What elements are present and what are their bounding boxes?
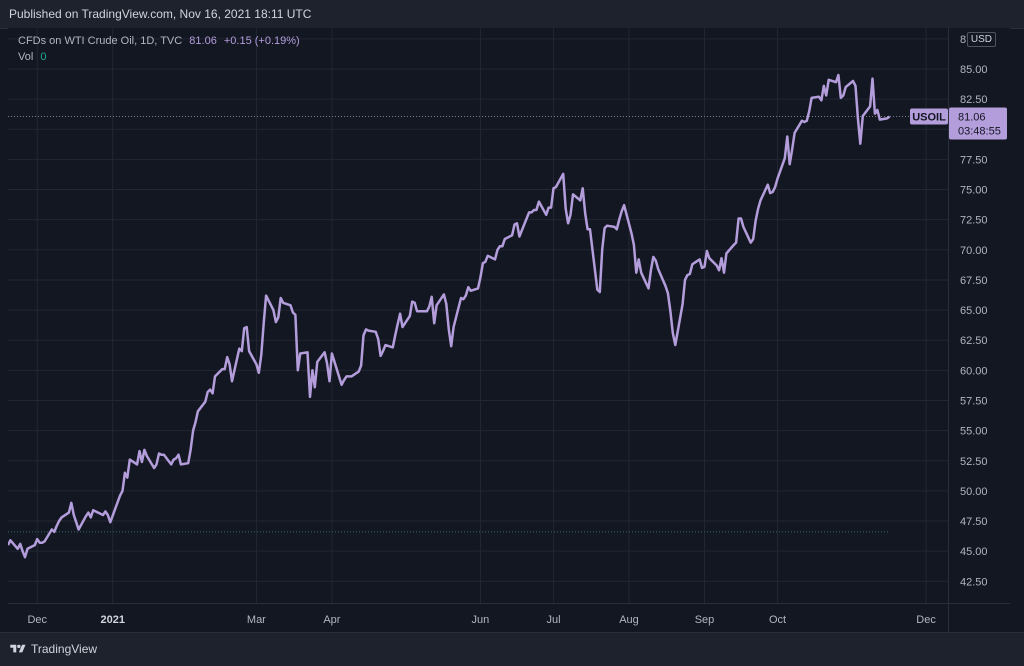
y-tick-label: 52.50 [960,456,988,468]
x-tick-label: Oct [769,614,786,626]
x-tick-label: Apr [323,614,340,626]
y-tick-label: 82.50 [960,94,988,106]
x-tick-label: Mar [247,614,266,626]
x-tick-label: Sep [695,614,715,626]
symbol-tag-text: USOIL [912,111,946,123]
published-caption: Published on TradingView.com, Nov 16, 20… [9,7,312,21]
top-bar: Published on TradingView.com, Nov 16, 20… [0,0,1024,29]
y-tick-label: 77.50 [960,154,988,166]
y-tick-label: 85.00 [960,64,988,76]
x-tick-label: Aug [619,614,639,626]
brand-name: TradingView [31,642,98,656]
legend-volume-label: Vol [18,51,34,63]
y-tick-label: 42.50 [960,576,988,588]
y-tick-label: 60.00 [960,365,988,377]
x-tick-label: Dec [916,614,936,626]
legend-change: +0.15 (+0.19%) [223,35,300,47]
price-series-line [8,73,891,559]
y-tick-label: 57.50 [960,395,988,407]
bottom-bar: TradingView [0,632,1024,666]
last-price-value: 81.06 [958,111,986,123]
x-tick-label: Jul [546,614,560,626]
legend-volume-value: 0 [40,51,47,63]
chart-legend: CFDs on WTI Crude Oil, 1D, TVC 81.06 +0.… [18,33,300,65]
y-tick-label: 67.50 [960,275,988,287]
legend-symbol: CFDs on WTI Crude Oil, 1D, TVC [18,35,183,47]
legend-main-row: CFDs on WTI Crude Oil, 1D, TVC 81.06 +0.… [18,33,300,49]
symbol-tag: USOIL [910,108,948,125]
grid-lines [8,28,948,603]
x-tick-label: 2021 [100,614,124,626]
tradingview-logo-icon [10,644,26,653]
chart-area[interactable]: 42.50 45.00 47.50 50.00 52.50 55.00 57.50 60.00… [8,28,1010,632]
y-tick-label: 62.50 [960,335,988,347]
y-tick-label: 70.00 [960,245,988,257]
legend-last: 81.06 [189,35,217,47]
y-tick-label: 55.00 [960,426,988,438]
y-tick-label: 75.00 [960,185,988,197]
last-price-label-bg [949,107,1007,140]
symbol-tag-bg [910,108,948,125]
y-tick-label: 47.50 [960,516,988,528]
y-tick-label: 65.00 [960,305,988,317]
x-tick-label: Dec [27,614,47,626]
tradingview-brand[interactable]: TradingView [10,642,97,656]
y-tick-label: 72.50 [960,215,988,227]
bar-countdown: 03:48:55 [958,125,1001,137]
last-price-label: 81.06 03:48:55 [949,107,1007,140]
price-chart[interactable]: 42.50 45.00 47.50 50.00 52.50 55.00 57.50 60.00… [8,28,1010,632]
x-tick-label: Jun [472,614,490,626]
y-tick-label: 50.00 [960,486,988,498]
currency-button[interactable]: USD [966,32,996,47]
legend-volume-row: Vol 0 [18,49,300,65]
y-tick-label: 45.00 [960,546,988,558]
